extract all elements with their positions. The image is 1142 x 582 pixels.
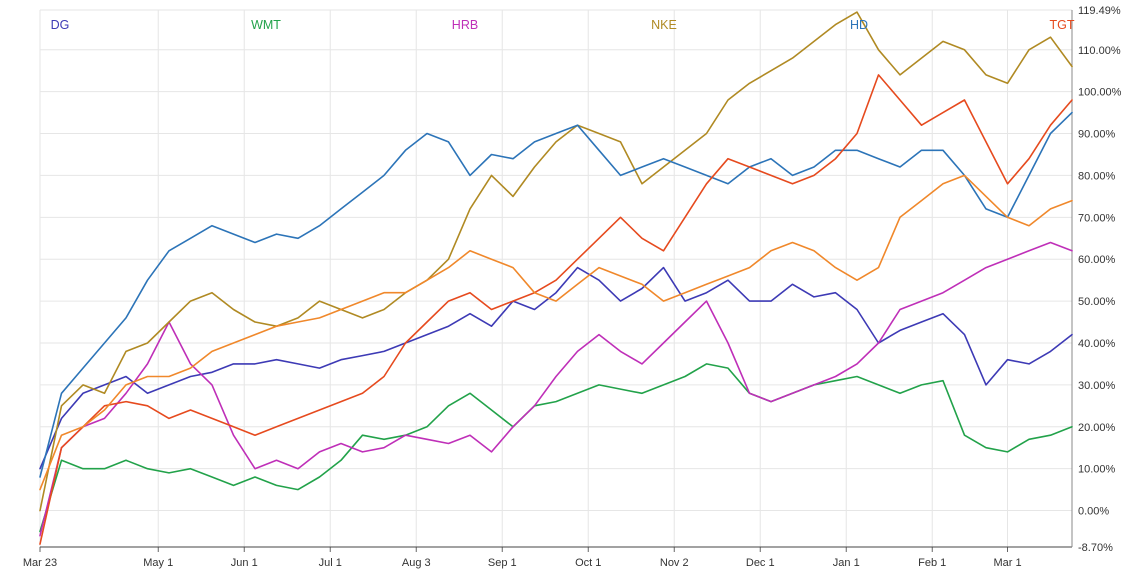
x-tick-label: May 1 xyxy=(143,557,173,569)
legend-label-tgt: TGT xyxy=(1050,18,1075,32)
x-tick-label: Nov 2 xyxy=(660,557,689,569)
x-tick-label: Jan 1 xyxy=(833,557,860,569)
y-axis-tick-labels: -8.70% 0.00% 10.00% 20.00% 30.00% 40.00% 50.00… xyxy=(1078,5,1122,554)
y-tick-label: 0.00% xyxy=(1078,506,1109,518)
y-tick-label: 50.00% xyxy=(1078,296,1116,308)
y-tick-label: 90.00% xyxy=(1078,129,1116,141)
x-tick-label: Oct 1 xyxy=(575,557,601,569)
legend-label-hd: HD xyxy=(850,18,868,32)
series-line-wmt xyxy=(39,363,1073,533)
x-tick-label: Sep 1 xyxy=(488,557,517,569)
legend-label-dg: DG xyxy=(51,18,70,32)
legend-label-nke: NKE xyxy=(651,18,677,32)
x-axis-tick-labels: Mar 23 May 1 Jun 1 Jul 1 Aug 3 Sep 1 Oct 1 Nov … xyxy=(23,557,1022,569)
x-tick-label: Jun 1 xyxy=(231,557,258,569)
grid xyxy=(39,9,1072,548)
y-tick-label: 30.00% xyxy=(1078,380,1116,392)
series-line-nke xyxy=(39,11,1073,512)
x-tick-label: Jul 1 xyxy=(319,557,342,569)
legend-label-wmt: WMT xyxy=(251,18,281,32)
series-line-unlabeled xyxy=(39,174,1073,491)
x-tick-label: Feb 1 xyxy=(918,557,946,569)
y-tick-label: 119.49% xyxy=(1078,5,1121,17)
y-tick-label: 110.00% xyxy=(1078,45,1121,57)
x-tick-label: Mar 1 xyxy=(993,557,1021,569)
y-tick-label: 10.00% xyxy=(1078,464,1116,476)
y-tick-label: 70.00% xyxy=(1078,212,1116,224)
y-tick-label: 100.00% xyxy=(1078,87,1122,99)
series-line-hd xyxy=(39,111,1073,478)
y-tick-label: 80.00% xyxy=(1078,170,1116,182)
series-line-hrb xyxy=(39,241,1073,537)
series-lines xyxy=(39,11,1073,545)
series-line-dg xyxy=(39,266,1073,470)
y-tick-label: 20.00% xyxy=(1078,422,1116,434)
y-tick-label: 60.00% xyxy=(1078,254,1116,266)
y-tick-label: -8.70% xyxy=(1078,542,1113,554)
y-tick-label: 40.00% xyxy=(1078,338,1116,350)
legend: DG WMT HRB NKE HD TGT xyxy=(51,18,1075,32)
series-line-tgt xyxy=(39,74,1073,545)
x-tick-label: Mar 23 xyxy=(23,557,57,569)
x-tick-label: Dec 1 xyxy=(746,557,775,569)
x-tick-label: Aug 3 xyxy=(402,557,431,569)
legend-label-hrb: HRB xyxy=(452,18,478,32)
